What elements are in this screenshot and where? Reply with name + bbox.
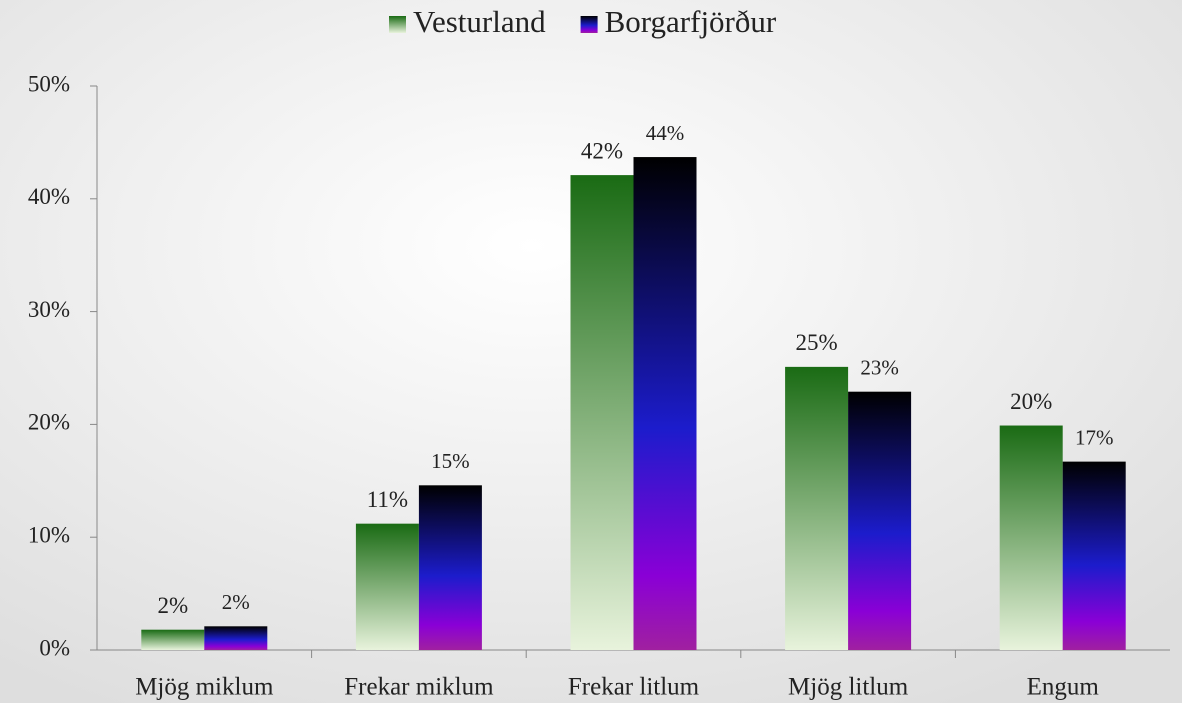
legend-label: Borgarfjörður: [605, 4, 777, 39]
y-tick-label: 40%: [28, 184, 70, 209]
x-tick-label: Frekar miklum: [344, 674, 494, 701]
bar: [570, 175, 634, 650]
x-tick-label: Mjög miklum: [135, 674, 274, 701]
bar: [141, 629, 205, 650]
y-tick-label: 20%: [28, 410, 70, 435]
value-label: 2%: [157, 593, 188, 618]
value-label: 17%: [1075, 425, 1114, 449]
bar: [848, 391, 912, 650]
y-tick-label: 10%: [28, 522, 70, 547]
value-label: 25%: [796, 330, 838, 355]
value-label: 42%: [581, 138, 623, 163]
value-label: 44%: [646, 121, 685, 145]
bar: [1062, 461, 1126, 650]
bar: [633, 157, 697, 650]
x-tick-label: Mjög litlum: [788, 674, 909, 701]
x-tick-label: Engum: [1027, 674, 1100, 701]
value-label: 20%: [1010, 389, 1052, 414]
bar: [204, 626, 268, 650]
legend-swatch: [389, 16, 406, 33]
bar: [355, 523, 419, 650]
value-label: 11%: [367, 487, 408, 512]
y-tick-label: 50%: [28, 71, 70, 96]
bar: [785, 366, 849, 650]
bar: [418, 485, 482, 650]
value-label: 23%: [860, 356, 899, 380]
y-tick-label: 30%: [28, 297, 70, 322]
value-label: 2%: [222, 590, 250, 614]
y-tick-label: 0%: [39, 635, 70, 660]
legend-label: Vesturland: [413, 4, 546, 39]
bar: [999, 425, 1063, 650]
legend-swatch: [580, 16, 598, 33]
x-tick-label: Frekar litlum: [568, 674, 700, 701]
value-label: 15%: [431, 449, 470, 473]
